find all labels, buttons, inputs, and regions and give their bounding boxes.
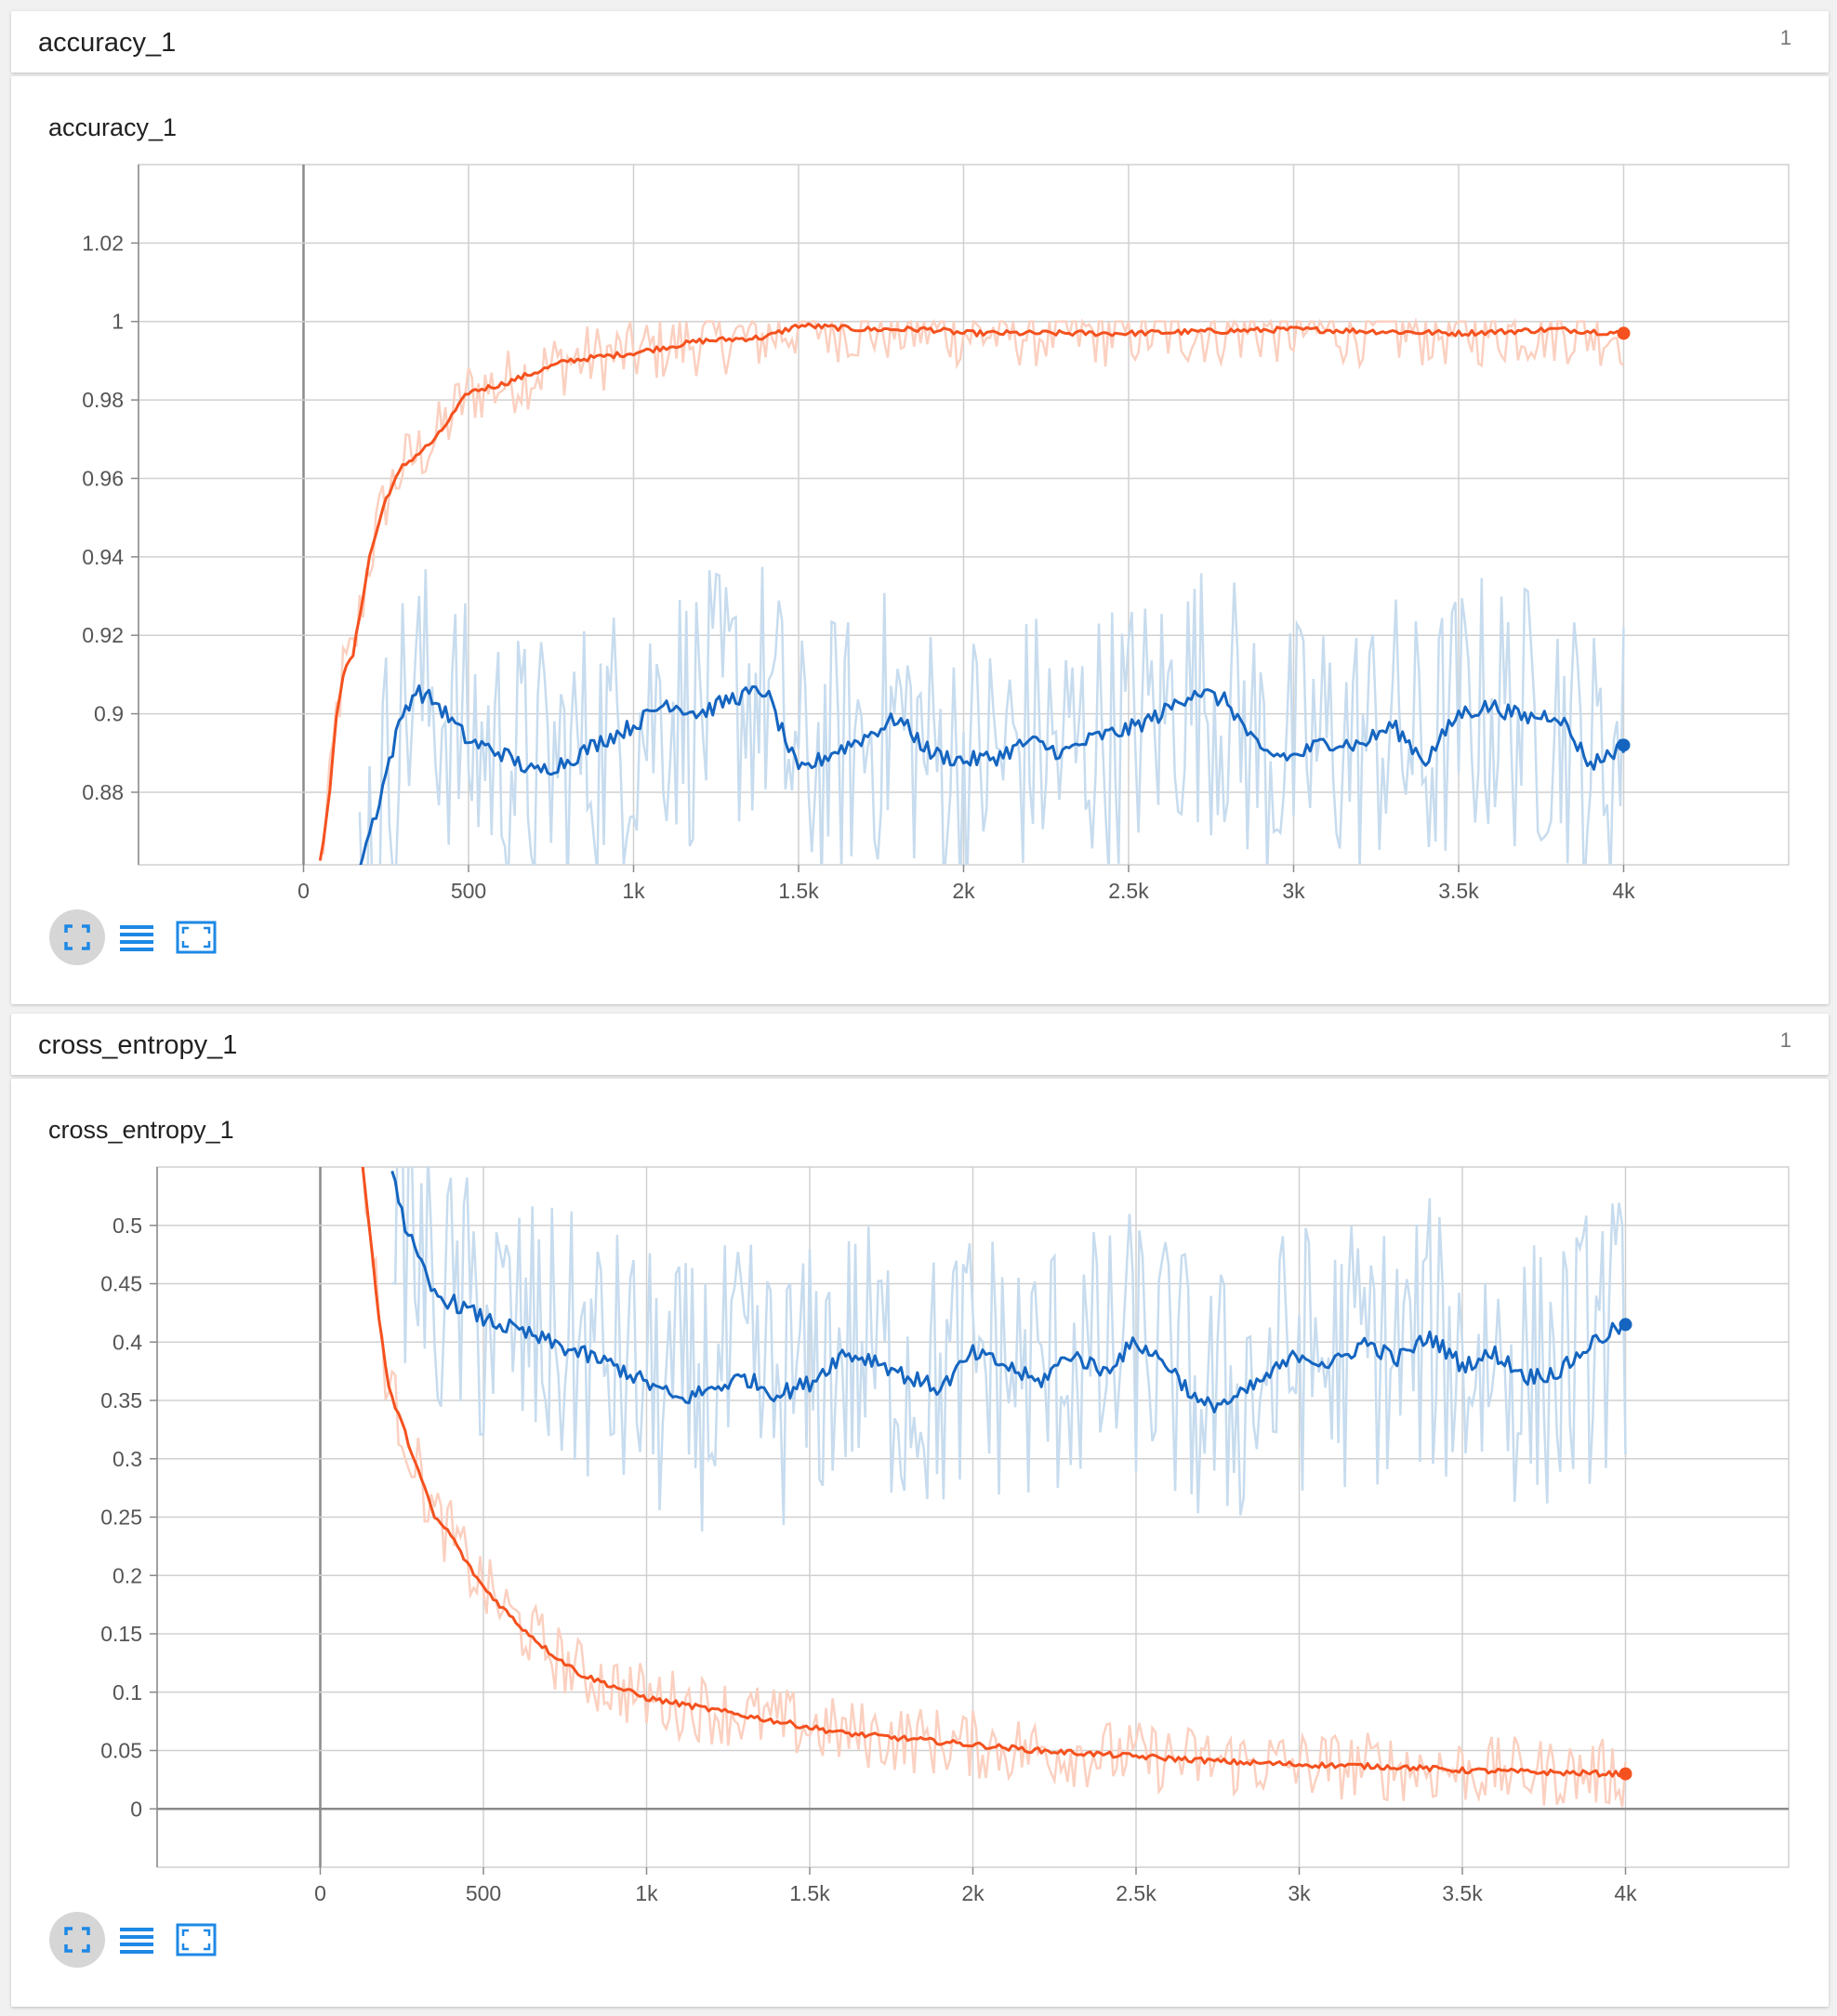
train-smoothed-line [361, 1167, 1627, 1778]
toggle-log-scale-button[interactable] [109, 1912, 165, 1968]
x-tick-label: 3k [1282, 879, 1305, 903]
x-tick-label: 3.5k [1438, 879, 1479, 903]
expand-chart-icon [176, 921, 217, 954]
x-tick-label: 2.5k [1108, 879, 1149, 903]
cross-entropy-chart-title: cross_entropy_1 [48, 1116, 234, 1144]
x-tick-label: 2k [952, 879, 975, 903]
x-tick-label: 4k [1612, 879, 1635, 903]
eval-last-point-marker [1619, 1318, 1632, 1332]
expand-chart-icon [176, 1923, 217, 1956]
y-tick-label: 0.15 [100, 1622, 142, 1646]
cross-entropy-group-count: 1 [1779, 1028, 1791, 1052]
y-tick-label: 0.9 [94, 702, 124, 726]
y-tick-label: 0.3 [112, 1447, 142, 1471]
fit-domain-button[interactable] [49, 1912, 105, 1968]
train-raw-line [362, 1167, 1627, 1808]
x-tick-label: 1k [635, 1881, 658, 1905]
y-tick-label: 0.05 [100, 1739, 142, 1763]
toggle-log-scale-button[interactable] [109, 909, 165, 965]
train-smoothed-line [318, 322, 1625, 861]
x-tick-label: 2.5k [1116, 1881, 1156, 1905]
y-tick-label: 0.88 [82, 780, 124, 804]
x-tick-label: 1.5k [778, 879, 819, 903]
x-tick-label: 2k [961, 1881, 985, 1905]
train-last-point-marker [1617, 326, 1631, 340]
fit-domain-icon [64, 924, 90, 950]
y-tick-label: 0.96 [82, 466, 124, 490]
fit-domain-icon [64, 1927, 90, 1953]
accuracy-chart-card: accuracy_1 0 500 1k 1.5k 2k 2.5k 3k 3.5k 4k 0.88 0… [11, 76, 1829, 1004]
accuracy-group-count: 1 [1779, 26, 1791, 49]
y-tick-label: 1.02 [82, 231, 124, 255]
y-tick-label: 0.5 [112, 1214, 142, 1238]
accuracy-chart-title: accuracy_1 [48, 113, 178, 141]
x-tick-label: 0 [314, 1881, 326, 1905]
x-tick-label: 3k [1288, 1881, 1311, 1905]
x-tick-label: 0 [297, 879, 310, 903]
eval-raw-line [391, 1167, 1627, 1532]
x-tick-label: 1.5k [789, 1881, 830, 1905]
expand-chart-button[interactable] [168, 1912, 224, 1968]
y-tick-label: 0.35 [100, 1388, 142, 1413]
y-tick-label: 0 [130, 1797, 142, 1821]
y-tick-label: 0.1 [112, 1680, 142, 1704]
accuracy-group-title: accuracy_1 [38, 28, 177, 58]
y-tick-label: 0.92 [82, 623, 124, 647]
x-tick-label: 1k [622, 879, 645, 903]
cross-entropy-group-header[interactable]: cross_entropy_1 1 [11, 1014, 1829, 1075]
expand-chart-button[interactable] [168, 909, 224, 965]
y-tick-label: 0.4 [112, 1330, 142, 1354]
x-tick-label: 500 [466, 1881, 501, 1905]
y-tick-label: 0.94 [82, 545, 124, 569]
eval-last-point-marker [1617, 738, 1631, 752]
x-tick-label: 500 [451, 879, 486, 903]
y-tick-label: 0.45 [100, 1272, 142, 1296]
cross-entropy-chart-card: cross_entropy_1 0 500 1k 1.5k 2k 2.5k 3k 3.5k 4k… [11, 1079, 1829, 2007]
toggle-log-scale-icon [120, 925, 153, 951]
eval-smoothed-line [359, 684, 1625, 865]
eval-smoothed-line [390, 1170, 1626, 1413]
accuracy-group-header[interactable]: accuracy_1 1 [11, 11, 1829, 73]
y-tick-label: 1 [112, 310, 124, 334]
toggle-log-scale-icon [120, 1928, 153, 1954]
cross-entropy-chart[interactable]: 0 500 1k 1.5k 2k 2.5k 3k 3.5k 4k 0 0.05 0.1 0.15 0.2 0… [11, 1079, 1829, 2007]
cross-entropy-group-title: cross_entropy_1 [38, 1030, 238, 1060]
y-tick-label: 0.2 [112, 1563, 142, 1587]
x-tick-label: 3.5k [1442, 1881, 1483, 1905]
eval-raw-line [358, 566, 1625, 865]
y-tick-label: 0.25 [100, 1505, 142, 1530]
accuracy-chart[interactable]: 0 500 1k 1.5k 2k 2.5k 3k 3.5k 4k 0.88 0.9 0.92 0.94 0… [11, 76, 1829, 1004]
x-tick-label: 4k [1614, 1881, 1637, 1905]
train-last-point-marker [1619, 1767, 1632, 1781]
y-tick-label: 0.98 [82, 388, 124, 412]
fit-domain-button[interactable] [49, 909, 105, 965]
